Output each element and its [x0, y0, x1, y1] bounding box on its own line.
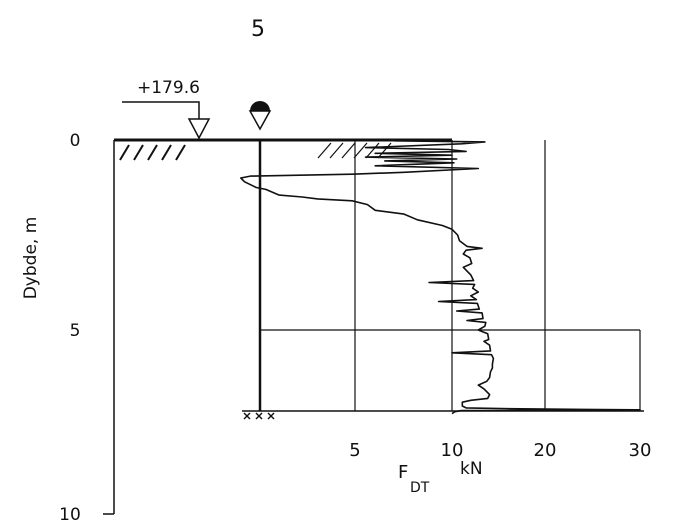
force-tick-20: 20: [534, 440, 557, 461]
force-axis-symbol: F: [398, 462, 408, 483]
ground-level-triangle-icon: [187, 118, 211, 140]
depth-axis-title: Dybde, m: [21, 217, 41, 300]
sounding-resistance-curve: [240, 140, 641, 415]
probe-stop-crosses: [243, 412, 275, 420]
elevation-leader-line: [122, 101, 200, 119]
force-axis-unit: kN: [460, 459, 483, 479]
depth-tick-5: 5: [70, 321, 81, 341]
force-tick-30: 30: [629, 440, 652, 461]
force-axis-subscript: DT: [410, 480, 430, 496]
elevation-label: +179.6: [137, 78, 200, 98]
force-grid: [260, 140, 641, 411]
figure-number: 5: [251, 17, 265, 42]
ground-hatching: [119, 144, 186, 161]
groundwater-triangle-icon: [248, 110, 272, 131]
force-tick-5: 5: [349, 440, 360, 461]
groundwater-marker-top: [250, 101, 270, 111]
depth-tick-0: 0: [70, 131, 81, 151]
depth-tick-10: 10: [59, 505, 81, 525]
fill-zone-hatching: [317, 142, 392, 159]
force-tick-10: 10: [441, 440, 464, 461]
